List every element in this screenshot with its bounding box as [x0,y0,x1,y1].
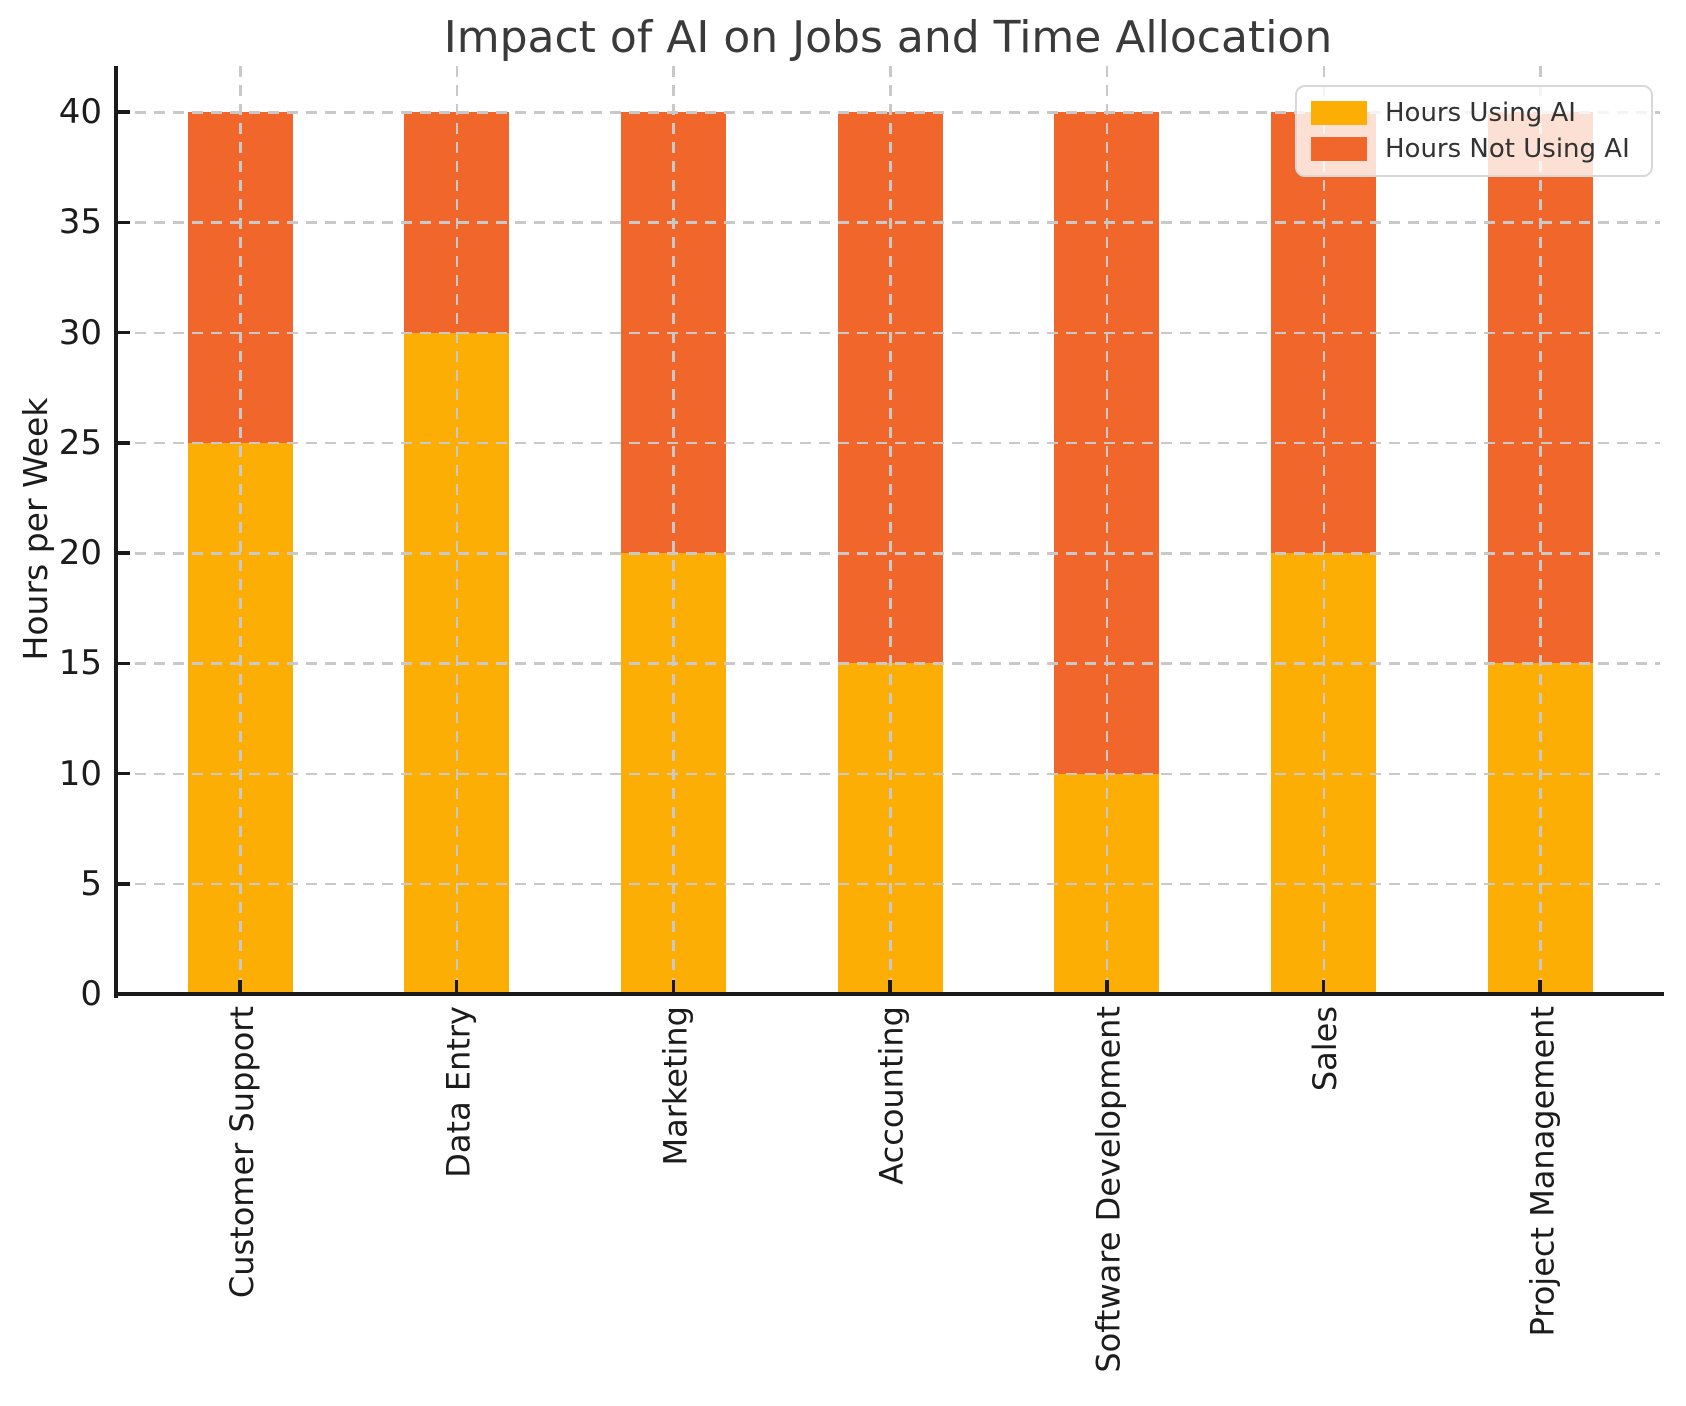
y-tick [116,220,130,224]
x-tick [1538,980,1542,994]
x-tick [238,980,242,994]
h-gridline [116,221,1660,224]
x-tick-label-text: Sales [1306,1006,1345,1092]
y-tick-label: 20 [58,533,102,573]
chart-title: Impact of AI on Jobs and Time Allocation [443,12,1333,63]
h-gridline [116,111,1660,114]
x-tick-label-text: Customer Support [223,1006,261,1299]
v-gridline [1105,66,1109,994]
y-tick-label: 35 [58,202,102,243]
legend-label-using-ai: Hours Using AI [1385,97,1576,128]
h-gridline [116,662,1660,665]
y-tick [116,882,130,886]
left-spine [114,66,118,998]
y-tick-label: 25 [58,422,102,463]
x-tick-label-text: Accounting [873,1006,912,1185]
y-tick [116,441,130,445]
x-tick [671,980,676,994]
legend-swatch-not-using-ai [1311,137,1367,162]
y-tick [116,551,130,555]
x-tick [1105,980,1109,994]
x-tick [1321,980,1326,994]
x-tick-label-text: Data Entry [439,1006,478,1178]
y-tick-label: 0 [80,974,102,1014]
y-tick-label: 5 [80,863,102,904]
legend-entry-not-using-ai: Hours Not Using AI [1311,134,1637,164]
bottom-spine [114,992,1665,996]
x-tick-label-text: Marketing [656,1006,695,1166]
y-tick [116,992,130,996]
h-gridline [116,772,1660,775]
y-tick [116,661,130,665]
y-tick-label: 30 [58,312,102,353]
legend-entry-using-ai: Hours Using AI [1311,98,1637,128]
h-gridline [116,441,1660,445]
y-tick [116,330,130,335]
y-tick [116,771,130,776]
y-tick-label: 40 [58,92,102,132]
v-gridline [672,66,675,994]
y-tick-label: 15 [58,643,102,684]
h-gridline [116,882,1660,886]
y-tick-label: 10 [58,753,102,794]
v-gridline [455,66,459,994]
legend-swatch-using-ai [1311,100,1367,125]
x-tick [454,980,459,994]
v-gridline [1539,66,1542,994]
v-gridline [239,66,242,994]
x-tick [888,980,892,994]
x-tick-label-text: Software Development [1089,1006,1128,1373]
v-gridline [889,66,892,994]
x-tick-label-text: Project Management [1523,1006,1562,1337]
h-gridline [116,552,1660,555]
legend-label-not-using-ai: Hours Not Using AI [1385,134,1630,165]
h-gridline [116,331,1660,334]
y-tick [116,110,130,114]
legend: Hours Using AI Hours Not Using AI [1295,85,1653,177]
v-gridline [1322,66,1325,994]
